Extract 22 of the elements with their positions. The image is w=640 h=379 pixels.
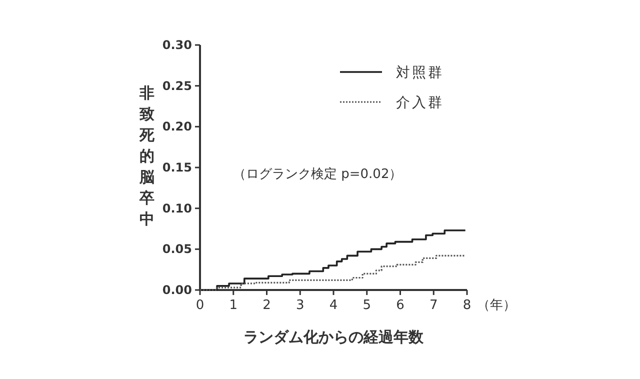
x-tick-label: 4 bbox=[329, 298, 338, 313]
x-tick-label: 8 bbox=[462, 298, 472, 313]
x-tick-label: 2 bbox=[262, 298, 271, 313]
y-tick-label: 0.15 bbox=[162, 160, 192, 174]
x-tick-label: 6 bbox=[396, 298, 404, 313]
y-axis-title: 非致死的脳卒中 bbox=[140, 84, 154, 228]
y-tick-label: 0.05 bbox=[162, 242, 192, 256]
y-tick-label: 0.30 bbox=[162, 38, 192, 52]
x-tick-label: 5 bbox=[362, 298, 372, 313]
x-axis-title: ランダム化からの経過年数 bbox=[244, 328, 424, 346]
annotation: （ログランク検定 p=0.02） bbox=[233, 167, 402, 182]
text: （年） bbox=[477, 298, 516, 313]
x-tick-label: 1 bbox=[229, 298, 238, 313]
x-tick-label: 3 bbox=[296, 298, 304, 313]
y-tick-label: 0.00 bbox=[162, 283, 192, 297]
y-tick-label: 0.10 bbox=[162, 201, 192, 216]
legend-label: 介入群 bbox=[396, 95, 444, 111]
x-tick-label: 7 bbox=[429, 298, 438, 313]
y-tick-label: 0.25 bbox=[162, 78, 192, 93]
legend-label: 対照群 bbox=[396, 65, 444, 81]
y-tick-label: 0.20 bbox=[162, 120, 192, 134]
x-tick-label: 0 bbox=[196, 298, 204, 313]
